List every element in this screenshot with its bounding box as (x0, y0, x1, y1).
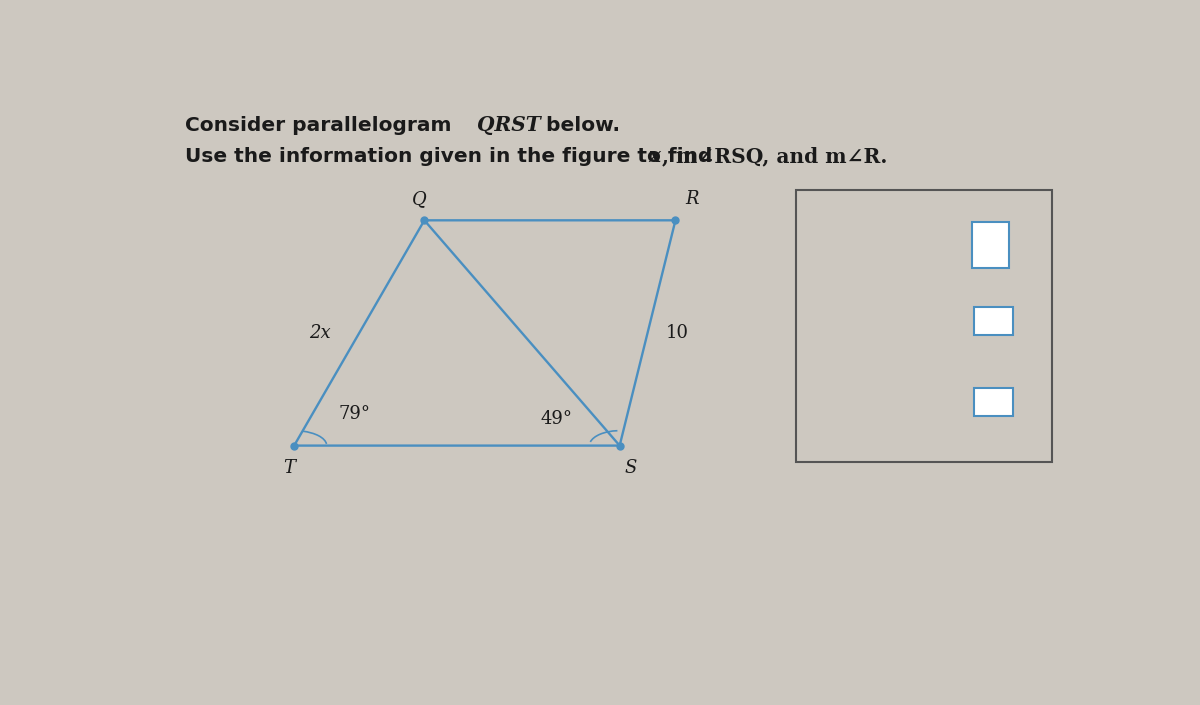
Text: m∠RSQ  =: m∠RSQ = (822, 312, 922, 330)
Text: x  =: x = (908, 235, 944, 254)
Text: 10: 10 (666, 324, 689, 342)
Text: m∠R  =: m∠R = (822, 393, 894, 411)
FancyBboxPatch shape (972, 221, 1009, 268)
Text: 2x: 2x (310, 324, 331, 342)
Text: Q: Q (413, 190, 427, 209)
Text: R: R (685, 190, 698, 209)
Text: S: S (625, 459, 637, 477)
Text: 49°: 49° (540, 410, 572, 428)
FancyBboxPatch shape (797, 190, 1052, 462)
Text: , m∠RSQ, and m∠R.: , m∠RSQ, and m∠R. (661, 146, 887, 166)
FancyBboxPatch shape (973, 388, 1013, 416)
Text: Consider parallelogram: Consider parallelogram (185, 116, 458, 135)
Text: °: ° (1027, 312, 1036, 329)
Text: Use the information given in the figure to find: Use the information given in the figure … (185, 147, 720, 166)
Text: 79°: 79° (338, 405, 371, 423)
Text: below.: below. (539, 116, 619, 135)
FancyBboxPatch shape (973, 307, 1013, 335)
Text: QRST: QRST (478, 116, 541, 135)
Text: T: T (283, 459, 295, 477)
Text: x: x (648, 146, 660, 166)
Text: °: ° (1027, 393, 1036, 411)
